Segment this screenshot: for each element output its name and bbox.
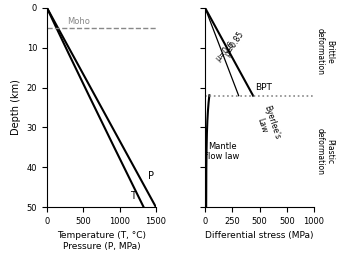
Y-axis label: Depth (km): Depth (km) bbox=[11, 80, 21, 135]
Text: Brittle
deformation: Brittle deformation bbox=[315, 28, 335, 75]
Text: Moho: Moho bbox=[67, 17, 90, 26]
Text: BPT: BPT bbox=[255, 83, 271, 91]
Text: μ=0.6: μ=0.6 bbox=[214, 40, 236, 63]
X-axis label: Differential stress (MPa): Differential stress (MPa) bbox=[205, 232, 314, 240]
Text: Byerlee's
Law: Byerlee's Law bbox=[253, 104, 282, 143]
Text: Mantle
flow law: Mantle flow law bbox=[205, 142, 240, 161]
Text: P: P bbox=[148, 171, 154, 181]
Text: T: T bbox=[130, 191, 136, 201]
Text: μ=0.85: μ=0.85 bbox=[223, 30, 246, 58]
X-axis label: Temperature (T, °C)
Pressure (P, MPa): Temperature (T, °C) Pressure (P, MPa) bbox=[57, 232, 146, 251]
Text: Plastic
deformation: Plastic deformation bbox=[315, 128, 335, 175]
